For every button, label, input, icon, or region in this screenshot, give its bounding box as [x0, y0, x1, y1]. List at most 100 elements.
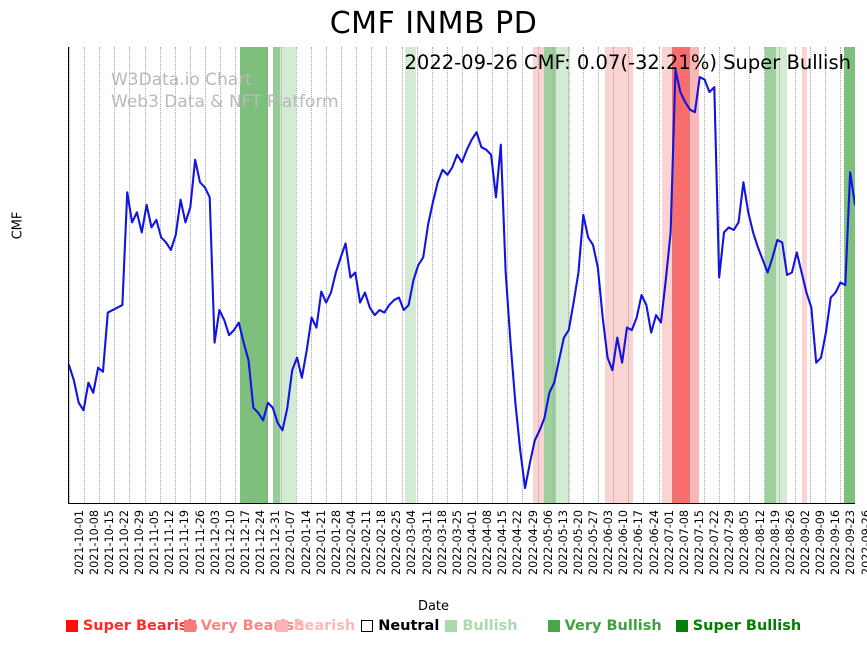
- x-tick-label: 2022-05-13: [556, 510, 570, 576]
- y-tick-mark: [68, 142, 69, 143]
- legend-label: Bullish: [462, 618, 518, 634]
- x-tick-mark: [795, 503, 796, 504]
- legend-item[interactable]: Neutral: [361, 618, 439, 634]
- gridline: [341, 47, 343, 503]
- regime-band: [671, 47, 690, 503]
- x-tick-label: 2022-09-09: [814, 510, 828, 576]
- legend-swatch: [183, 620, 196, 632]
- x-tick-label: 2022-02-04: [344, 510, 358, 576]
- x-tick-label: 2022-02-25: [390, 510, 404, 576]
- gridline: [205, 47, 207, 503]
- x-tick-mark: [402, 503, 403, 504]
- gridline: [824, 47, 826, 503]
- x-tick-mark: [690, 503, 691, 504]
- gridline: [114, 47, 116, 503]
- x-tick-mark: [463, 503, 464, 504]
- regime-band: [802, 47, 808, 503]
- gridline: [144, 47, 146, 503]
- x-tick-mark: [114, 503, 115, 504]
- x-tick-mark: [145, 503, 146, 504]
- legend-swatch: [361, 620, 374, 632]
- x-tick-mark: [705, 503, 706, 504]
- legend-swatch: [547, 620, 560, 632]
- regime-band: [605, 47, 618, 503]
- gridline: [567, 47, 569, 503]
- regime-band: [405, 47, 416, 503]
- x-tick-label: 2022-05-20: [571, 510, 585, 576]
- x-tick-mark: [447, 503, 448, 504]
- x-axis-label: Date: [417, 599, 450, 614]
- regime-band: [689, 47, 699, 503]
- watermark-line-1: W3Data.io Chart: [111, 70, 252, 90]
- gridline: [477, 47, 479, 503]
- legend-item[interactable]: Super Bullish: [675, 618, 801, 634]
- x-tick-mark: [841, 503, 842, 504]
- x-tick-label: 2022-06-17: [632, 510, 646, 576]
- x-tick-mark: [568, 503, 569, 504]
- x-tick-mark: [281, 503, 282, 504]
- x-tick-mark: [341, 503, 342, 504]
- gridline: [613, 47, 615, 503]
- legend-item[interactable]: Super Bearish: [65, 618, 198, 634]
- x-tick-label: 2021-10-01: [72, 510, 86, 576]
- x-tick-label: 2022-04-01: [466, 510, 479, 576]
- gridline: [84, 47, 86, 503]
- gridline: [250, 47, 252, 503]
- regime-band: [239, 47, 268, 503]
- gridline: [628, 47, 630, 503]
- gridline: [386, 47, 388, 503]
- x-tick-label: 2021-10-08: [87, 510, 101, 576]
- gridline: [446, 47, 448, 503]
- regime-band: [843, 47, 855, 503]
- regime-band: [764, 47, 776, 503]
- gridline: [658, 47, 660, 503]
- gridline: [749, 47, 751, 503]
- gridline: [235, 47, 237, 503]
- gridline: [265, 47, 267, 503]
- y-tick-mark: [68, 343, 69, 344]
- x-tick-label: 2021-11-26: [193, 510, 207, 576]
- x-tick-label: 2021-11-05: [148, 510, 162, 576]
- gridline: [325, 47, 327, 503]
- gridline: [174, 47, 176, 503]
- x-tick-mark: [493, 503, 494, 504]
- legend-item[interactable]: Bullish: [445, 618, 518, 634]
- x-tick-mark: [175, 503, 176, 504]
- x-tick-label: 2022-03-25: [450, 510, 464, 576]
- x-tick-label: 2021-12-03: [208, 510, 222, 576]
- gridline: [462, 47, 463, 503]
- gridline: [643, 47, 645, 503]
- x-tick-label: 2022-08-26: [783, 510, 797, 576]
- x-tick-label: 2022-04-29: [526, 510, 540, 576]
- gridline: [129, 47, 131, 503]
- x-tick-label: 2021-11-12: [163, 510, 177, 576]
- x-tick-label: 2022-07-22: [708, 510, 722, 576]
- gridline: [537, 47, 539, 503]
- x-tick-mark: [160, 503, 161, 504]
- x-tick-mark: [205, 503, 206, 504]
- x-tick-mark: [750, 503, 751, 504]
- x-tick-mark: [311, 503, 312, 504]
- regime-band: [617, 47, 634, 503]
- x-tick-label: 2022-01-07: [284, 510, 298, 576]
- cmf-line-series: [69, 68, 855, 490]
- y-tick-mark: [68, 444, 69, 445]
- legend-item[interactable]: Bearish: [276, 618, 355, 634]
- x-tick-mark: [644, 503, 645, 504]
- gridline: [431, 47, 433, 503]
- gridline: [371, 47, 373, 503]
- legend-label: Neutral: [378, 618, 440, 634]
- gridline: [99, 47, 101, 503]
- x-tick-label: 2021-12-10: [223, 510, 237, 576]
- legend-swatch: [276, 620, 289, 632]
- gridline: [673, 47, 675, 503]
- gridline: [310, 47, 312, 503]
- regime-band: [280, 47, 297, 503]
- x-tick-label: 2022-06-24: [647, 510, 661, 576]
- x-tick-label: 2022-01-28: [329, 510, 343, 576]
- legend-item[interactable]: Very Bullish: [547, 618, 662, 634]
- x-tick-mark: [432, 503, 433, 504]
- plot-area: W3Data.io Chart Web3 Data & NFT Platform…: [68, 47, 855, 504]
- x-tick-label: 2022-07-01: [662, 510, 676, 576]
